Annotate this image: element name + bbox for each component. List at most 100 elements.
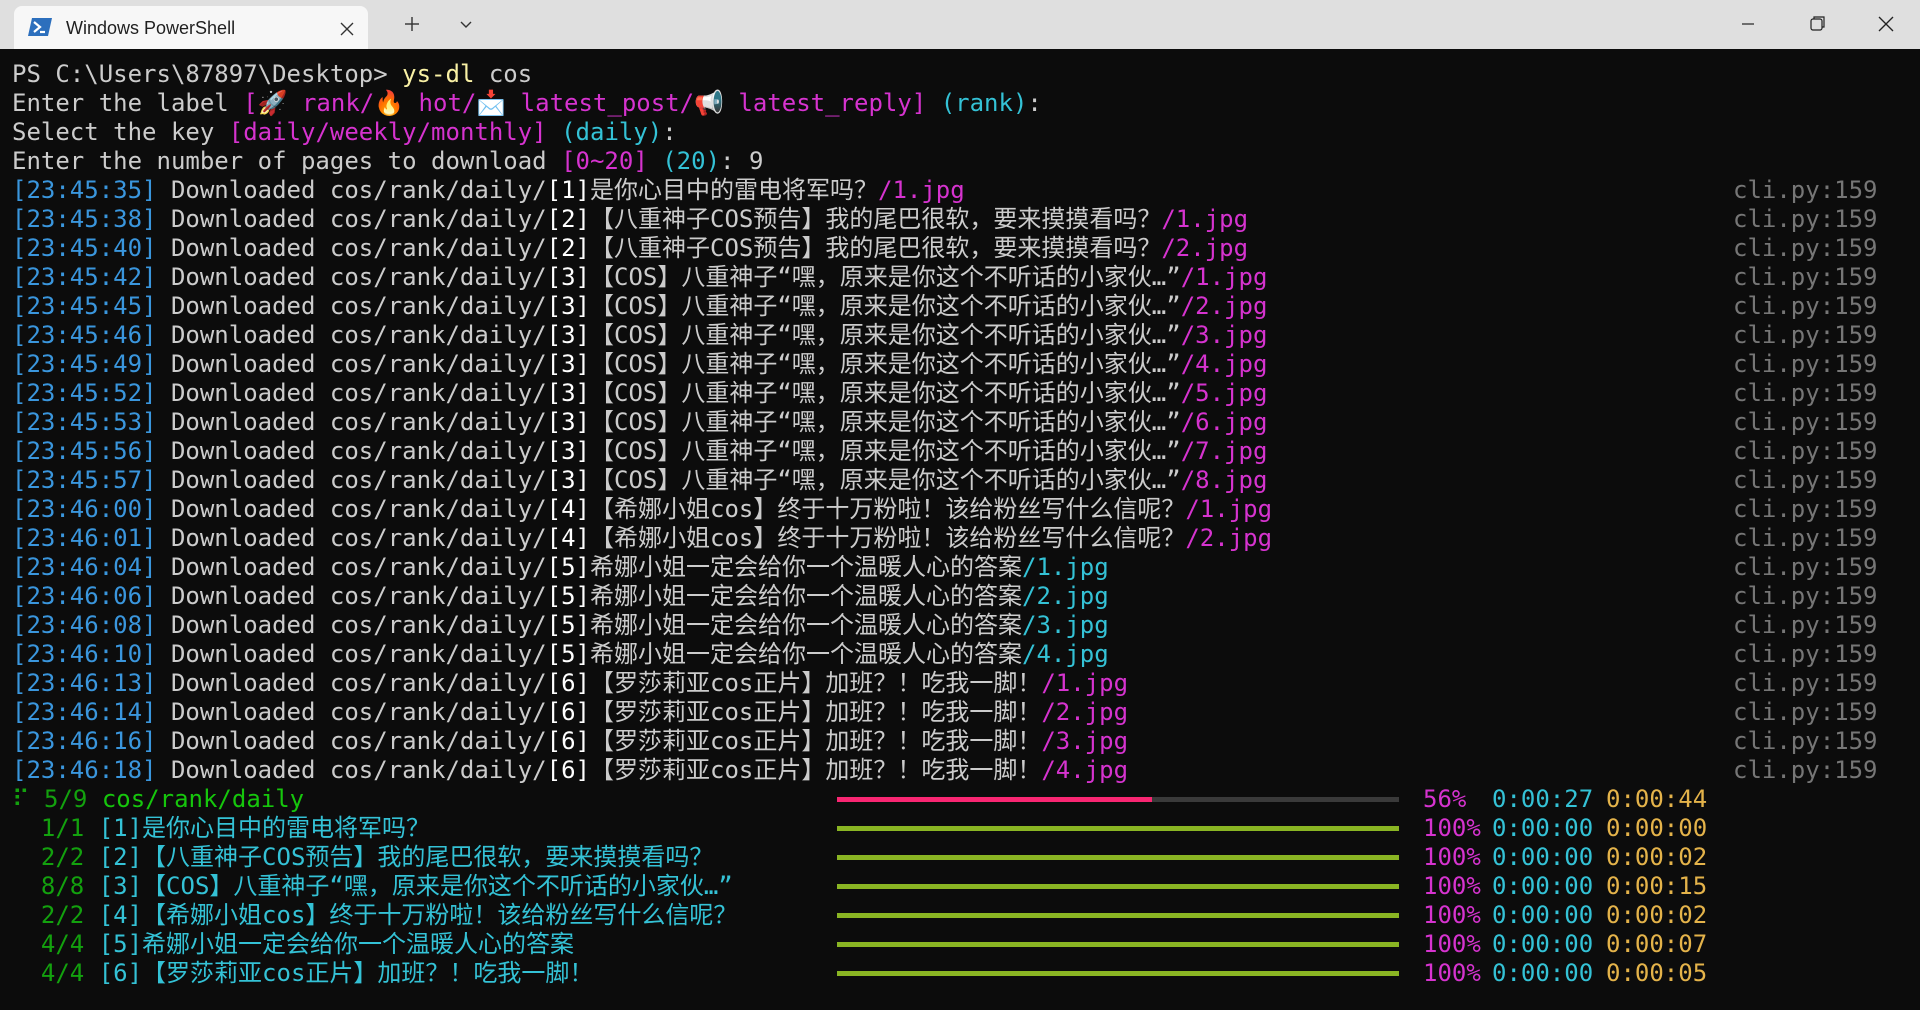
close-tab-icon[interactable] [337, 19, 357, 39]
prompt-path: PS C:\Users\87897\Desktop> [12, 60, 403, 88]
progress-elapsed: 0:00:00 [1492, 959, 1594, 987]
prompt-line: PS C:\Users\87897\Desktop> ys-dl cos [12, 60, 532, 89]
log-timestamp: [23:46:18] [12, 756, 157, 784]
log-post-title: 【COS】八重神子“嘿，原来是你这个不听话的小家伙…” [590, 379, 1181, 407]
question-text: Select the key [12, 118, 229, 146]
log-row: [23:45:52] Downloaded cos/rank/daily/[3]… [12, 379, 1878, 408]
progress-count: 4/4 [12, 959, 99, 987]
log-post-number: [3] [546, 437, 590, 465]
powershell-icon [28, 18, 52, 36]
log-timestamp: [23:45:45] [12, 292, 157, 320]
restore-icon[interactable] [1797, 10, 1837, 38]
log-timestamp: [23:45:49] [12, 350, 157, 378]
chevron-down-icon[interactable] [454, 12, 478, 36]
log-timestamp: [23:45:57] [12, 466, 157, 494]
log-file-name: /4.jpg [1041, 756, 1129, 784]
question-default: (rank) [926, 89, 1028, 117]
question-answer: 9 [748, 147, 764, 175]
log-timestamp: [23:46:08] [12, 611, 157, 639]
log-timestamp: [23:45:42] [12, 263, 157, 291]
progress-count: 2/2 [12, 843, 99, 871]
spinner: ⠏ [12, 785, 45, 813]
log-source: cli.py:159 [1733, 727, 1878, 755]
log-post-title: 【COS】八重神子“嘿，原来是你这个不听话的小家伙…” [590, 466, 1181, 494]
log-timestamp: [23:46:13] [12, 669, 157, 697]
minimize-icon[interactable] [1728, 10, 1768, 38]
log-message: Downloaded cos/rank/daily/ [156, 292, 547, 320]
progress-item: 2/2 [4]【希娜小姐cos】终于十万粉啦！该给粉丝写什么信呢？ 100% 0:0… [12, 901, 1812, 930]
log-file-name: /2.jpg [1022, 582, 1109, 610]
log-row: [23:46:06] Downloaded cos/rank/daily/[5]… [12, 582, 1878, 611]
log-source: cli.py:159 [1733, 698, 1878, 726]
log-row: [23:46:10] Downloaded cos/rank/daily/[5]… [12, 640, 1878, 669]
log-file-name: /3.jpg [1022, 611, 1109, 639]
log-timestamp: [23:46:14] [12, 698, 157, 726]
close-window-icon[interactable] [1866, 10, 1906, 38]
log-timestamp: [23:45:40] [12, 234, 157, 262]
tab-title: Windows PowerShell [66, 18, 236, 38]
log-source: cli.py:159 [1733, 350, 1878, 378]
log-post-number: [5] [546, 582, 590, 610]
terminal-output[interactable]: PS C:\Users\87897\Desktop> ys-dl cos Ent… [0, 49, 1920, 1010]
log-post-title: 【COS】八重神子“嘿，原来是你这个不听话的小家伙…” [590, 292, 1181, 320]
progress-percent: 100% [1423, 843, 1481, 871]
log-row: [23:46:01] Downloaded cos/rank/daily/[4]… [12, 524, 1878, 553]
log-row: [23:46:14] Downloaded cos/rank/daily/[6]… [12, 698, 1878, 727]
log-row: [23:45:53] Downloaded cos/rank/daily/[3]… [12, 408, 1878, 437]
log-timestamp: [23:45:46] [12, 321, 157, 349]
progress-label: [6]【罗莎莉亚cos正片】加班？！吃我一脚！ [98, 959, 594, 987]
log-post-title: 【COS】八重神子“嘿，原来是你这个不听话的小家伙…” [590, 437, 1181, 465]
log-file-name: /4.jpg [1022, 640, 1109, 668]
log-source: cli.py:159 [1733, 321, 1878, 349]
log-message: Downloaded cos/rank/daily/ [156, 379, 547, 407]
log-source: cli.py:159 [1733, 205, 1878, 233]
log-file-name: /1.jpg [1041, 669, 1129, 697]
log-message: Downloaded cos/rank/daily/ [156, 698, 547, 726]
log-post-number: [6] [546, 698, 590, 726]
log-message: Downloaded cos/rank/daily/ [156, 611, 547, 639]
log-post-title: 希娜小姐一定会给你一个温暖人心的答案 [590, 611, 1022, 639]
progress-item: 4/4 [5]希娜小姐一定会给你一个温暖人心的答案 100% 0:00:00 0:00… [12, 930, 1812, 959]
log-file-name: /3.jpg [1180, 321, 1268, 349]
progress-count: 5/9 [44, 785, 102, 813]
command-args: cos [474, 60, 533, 88]
progress-elapsed: 0:00:00 [1492, 814, 1594, 842]
progress-remaining: 0:00:05 [1606, 959, 1708, 987]
log-source: cli.py:159 [1733, 582, 1878, 610]
log-file-name: /2.jpg [1041, 698, 1129, 726]
tab-windows-powershell[interactable]: Windows PowerShell [14, 6, 368, 49]
log-file-name: /6.jpg [1180, 408, 1268, 436]
log-message: Downloaded cos/rank/daily/ [156, 553, 547, 581]
log-message: Downloaded cos/rank/daily/ [156, 466, 547, 494]
log-file-name: /4.jpg [1180, 350, 1268, 378]
progress-bar [837, 971, 1399, 976]
log-message: Downloaded cos/rank/daily/ [156, 234, 547, 262]
progress-elapsed: 0:00:00 [1492, 901, 1594, 929]
progress-remaining: 0:00:00 [1606, 814, 1708, 842]
log-source: cli.py:159 [1733, 408, 1878, 436]
log-post-number: [6] [546, 669, 590, 697]
log-timestamp: [23:46:00] [12, 495, 157, 523]
progress-item: 1/1 [1]是你心目中的雷电将军吗？ 100% 0:00:00 0:00:00 [12, 814, 1812, 843]
log-row: [23:46:04] Downloaded cos/rank/daily/[5]… [12, 553, 1878, 582]
progress-elapsed: 0:00:00 [1492, 843, 1594, 871]
log-timestamp: [23:45:53] [12, 408, 157, 436]
log-row: [23:46:16] Downloaded cos/rank/daily/[6]… [12, 727, 1878, 756]
log-post-number: [2] [546, 205, 590, 233]
log-post-number: [5] [546, 611, 590, 639]
progress-count: 2/2 [12, 901, 99, 929]
log-timestamp: [23:46:10] [12, 640, 157, 668]
progress-item: 2/2 [2]【八重神子COS预告】我的尾巴很软，要来摸摸看吗？ 100% 0:00… [12, 843, 1812, 872]
question-suffix: : [720, 147, 749, 175]
progress-elapsed: 0:00:00 [1492, 930, 1594, 958]
log-post-number: [3] [546, 408, 590, 436]
log-row: [23:45:38] Downloaded cos/rank/daily/[2]… [12, 205, 1878, 234]
plus-icon[interactable] [400, 12, 424, 36]
log-post-title: 希娜小姐一定会给你一个温暖人心的答案 [590, 553, 1022, 581]
progress-count: 4/4 [12, 930, 99, 958]
log-post-number: [2] [546, 234, 590, 262]
title-bar: Windows PowerShell [0, 0, 1920, 49]
log-post-number: [3] [546, 466, 590, 494]
progress-bar-fill [837, 913, 1399, 918]
log-source: cli.py:159 [1733, 611, 1878, 639]
